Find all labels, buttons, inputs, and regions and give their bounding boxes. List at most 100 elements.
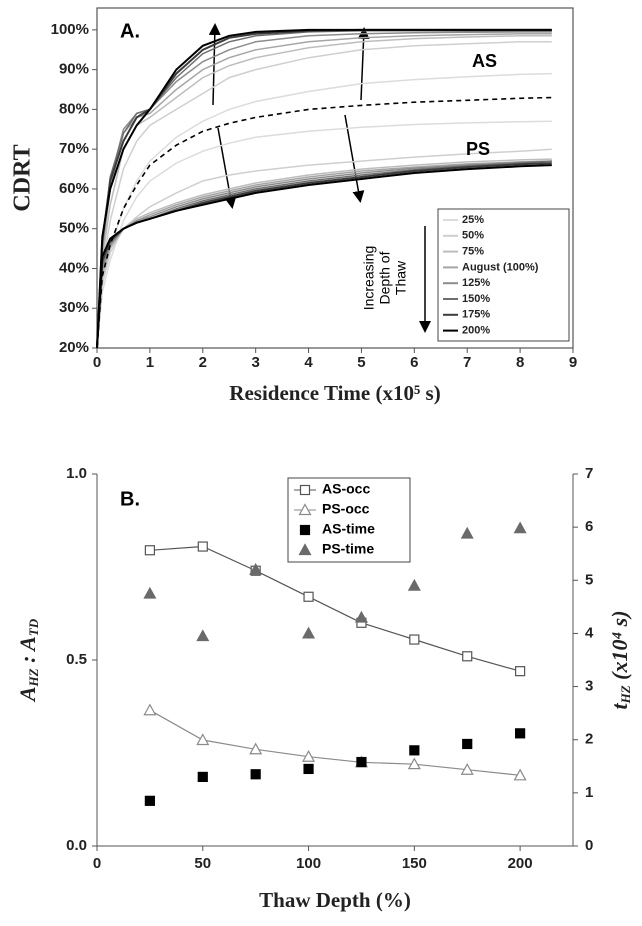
y-tick-label: 0.5 xyxy=(66,651,87,668)
x-tick-label: 200 xyxy=(508,855,533,872)
y2-tick-label: 6 xyxy=(585,518,593,535)
marker xyxy=(143,586,157,599)
annotation: PS xyxy=(466,139,490,159)
marker xyxy=(197,771,208,783)
legend-label: PS-occ xyxy=(322,501,370,517)
legend-marker xyxy=(298,503,312,516)
marker xyxy=(196,733,210,746)
marker xyxy=(460,526,474,539)
marker xyxy=(249,562,263,575)
y2-tick-label: 1 xyxy=(585,784,593,801)
legend-marker xyxy=(299,484,311,496)
marker xyxy=(303,763,314,775)
arrows xyxy=(208,23,431,333)
x-axis-title: Thaw Depth (%) xyxy=(259,888,411,912)
legend-label: 25% xyxy=(462,214,484,226)
y-tick-label: 50% xyxy=(59,220,89,237)
legend-box xyxy=(437,208,570,342)
dashed-line xyxy=(96,96,552,349)
y-tick-label: 90% xyxy=(59,61,89,78)
marker xyxy=(460,762,474,775)
marker xyxy=(302,749,316,762)
x-tick-label: 3 xyxy=(251,354,259,371)
legend-box xyxy=(287,477,411,563)
as-line xyxy=(96,35,552,349)
y-axis-title: AHZ : ATD xyxy=(15,618,41,703)
x-tick-label: 150 xyxy=(402,855,427,872)
y-tick-label: 80% xyxy=(59,100,89,117)
legend-label: AS-occ xyxy=(322,481,370,497)
y2-tick-label: 2 xyxy=(585,731,593,748)
marker xyxy=(356,756,367,768)
y-tick-label: 20% xyxy=(59,339,89,356)
marker xyxy=(144,545,155,556)
as-line xyxy=(96,41,552,349)
marker xyxy=(197,541,208,552)
x-tick-label: 5 xyxy=(357,354,365,371)
marker xyxy=(409,745,420,756)
marker xyxy=(302,626,316,639)
arrow xyxy=(357,27,370,101)
annotation: AS xyxy=(472,51,497,71)
y-tick-label: 60% xyxy=(59,180,89,197)
legend-title: Depth of xyxy=(377,251,393,304)
marker xyxy=(196,629,210,642)
legend-marker xyxy=(299,524,311,536)
legend-label: AS-time xyxy=(322,521,375,537)
arrow xyxy=(344,114,365,203)
x-tick-label: 0 xyxy=(93,354,101,371)
marker xyxy=(250,769,261,780)
marker xyxy=(303,591,314,602)
x-tick-label: 7 xyxy=(463,354,471,371)
marker xyxy=(249,742,263,755)
axis-title-part: HZ xyxy=(26,668,41,687)
legend-title: Thaw xyxy=(393,260,409,295)
marker xyxy=(515,666,526,677)
axis-title-part: t xyxy=(607,703,632,710)
series-line xyxy=(149,709,521,776)
axis-title-part: A xyxy=(15,686,40,703)
y-tick-label: 100% xyxy=(51,21,89,38)
y-tick-label: 0.0 xyxy=(66,837,87,854)
x-tick-label: 8 xyxy=(516,354,524,371)
panel-label: B. xyxy=(120,488,140,510)
marker xyxy=(409,634,420,645)
y2-tick-label: 3 xyxy=(585,678,593,695)
legend-label: 125% xyxy=(462,277,490,289)
y-axis-title: CDRT xyxy=(10,144,36,211)
y2-tick-label: 4 xyxy=(585,624,594,641)
marker xyxy=(143,703,157,716)
axis-title-part: TD xyxy=(26,618,41,636)
marker xyxy=(354,610,368,623)
x-tick-label: 4 xyxy=(304,354,313,371)
x-tick-label: 9 xyxy=(569,354,577,371)
axis-title-part: HZ xyxy=(618,685,633,704)
y-tick-label: 70% xyxy=(59,140,89,157)
y-tick-label: 30% xyxy=(59,299,89,316)
y2-axis-title: tHZ (x10⁴ s) xyxy=(607,610,633,709)
series-line xyxy=(149,545,521,672)
x-tick-label: 50 xyxy=(194,855,211,872)
legend-marker xyxy=(298,543,312,556)
x-tick-label: 100 xyxy=(296,855,321,872)
x-tick-label: 2 xyxy=(199,354,207,371)
arrow xyxy=(208,23,221,106)
axis-title-part: (x10⁴ s) xyxy=(607,610,632,685)
y2-tick-label: 0 xyxy=(585,837,593,854)
x-tick-label: 0 xyxy=(93,855,101,872)
legend-label: 75% xyxy=(462,246,484,258)
x-axis-title: Residence Time (x10⁵ s) xyxy=(229,381,440,405)
marker xyxy=(515,728,526,739)
legend-title: Increasing xyxy=(361,246,377,311)
y2-tick-label: 7 xyxy=(585,465,593,482)
legend-label: 175% xyxy=(462,309,490,321)
panel-label: A. xyxy=(120,20,140,42)
as-line xyxy=(96,28,552,349)
legend-label: 50% xyxy=(462,230,484,242)
x-tick-label: 1 xyxy=(146,354,154,371)
x-tick-label: 6 xyxy=(410,354,418,371)
ps-line xyxy=(96,164,552,349)
legend-label: 200% xyxy=(462,325,490,337)
marker xyxy=(462,738,473,750)
